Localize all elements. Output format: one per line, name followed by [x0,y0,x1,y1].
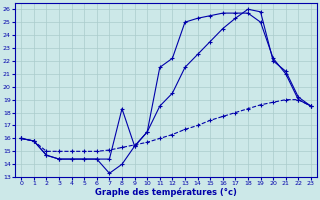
X-axis label: Graphe des températures (°c): Graphe des températures (°c) [95,188,237,197]
